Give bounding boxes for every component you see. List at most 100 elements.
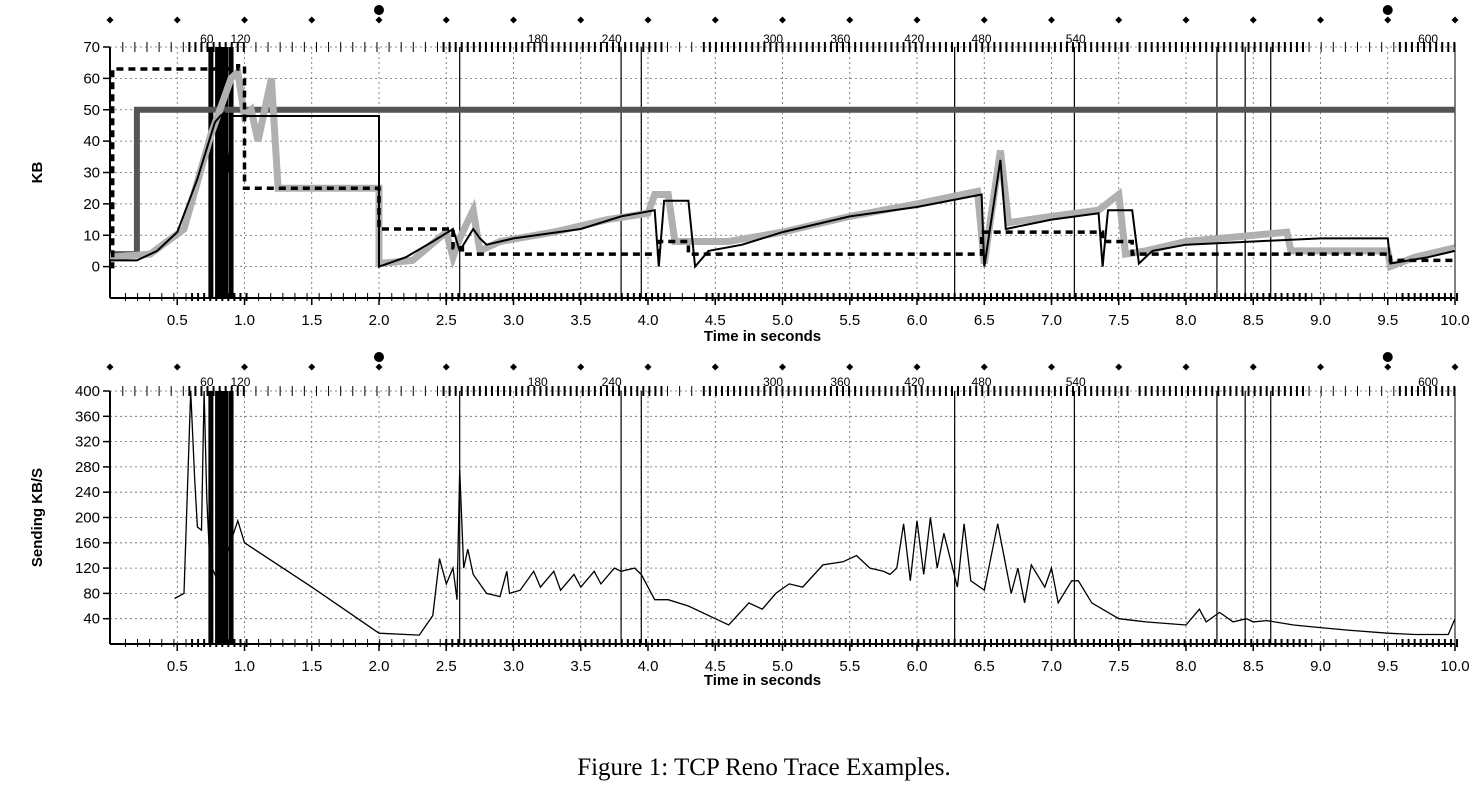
y-tick-label: 60 [83, 70, 100, 87]
y-axis-title: Sending KB/S [29, 468, 46, 567]
timeout-marker [374, 5, 384, 15]
x-tick-label: 3.5 [570, 658, 591, 675]
timer-diamond [644, 16, 652, 24]
y-tick-label: 50 [83, 102, 100, 119]
x-tick-label: 8.5 [1243, 312, 1264, 329]
timer-diamond [1115, 16, 1123, 24]
y-tick-label: 30 [83, 165, 100, 182]
sequence-label: 480 [972, 32, 992, 46]
timer-diamond [173, 16, 181, 24]
y-tick-label: 120 [75, 560, 100, 577]
sequence-label: 360 [830, 32, 850, 46]
sequence-label: 600 [1418, 32, 1438, 46]
x-tick-label: 5.5 [839, 312, 860, 329]
y-axis-title: KB [29, 162, 46, 184]
x-tick-label: 4.0 [638, 312, 659, 329]
x-tick-label: 1.0 [234, 658, 255, 675]
sequence-label: 240 [602, 375, 622, 389]
sequence-label: 600 [1418, 375, 1438, 389]
x-tick-label: 8.0 [1176, 312, 1197, 329]
x-tick-label: 8.0 [1176, 658, 1197, 675]
x-tick-label: 6.0 [907, 658, 928, 675]
series-group [110, 64, 1455, 272]
timer-diamond [577, 16, 585, 24]
x-tick-label: 5.0 [772, 312, 793, 329]
x-tick-label: 2.5 [436, 658, 457, 675]
timer-diamond [846, 363, 854, 371]
timer-diamond [106, 363, 114, 371]
timer-diamond [241, 363, 248, 371]
loss-lines [208, 391, 1272, 644]
x-tick-label: 3.0 [503, 312, 524, 329]
x-tick-label: 0.5 [167, 312, 188, 329]
timer-diamond [779, 16, 786, 24]
x-axis-title: Time in seconds [704, 328, 821, 345]
series-group [174, 390, 1455, 636]
x-tick-label: 4.5 [705, 658, 726, 675]
timer-diamond [1384, 363, 1392, 371]
y-tick-label: 0 [92, 259, 100, 276]
x-tick-label: 6.5 [974, 312, 995, 329]
x-tick-label: 9.0 [1310, 312, 1331, 329]
timer-diamond [375, 16, 383, 24]
y-tick-label: 80 [83, 585, 100, 602]
timer-diamond [1249, 16, 1257, 24]
sequence-label: 60 [200, 375, 214, 389]
x-tick-label: 10.0 [1440, 312, 1469, 329]
timer-diamond [779, 363, 786, 371]
y-tick-label: 280 [75, 459, 100, 476]
sequence-label: 180 [528, 32, 548, 46]
y-tick-label: 70 [83, 39, 100, 56]
x-tick-label: 5.0 [772, 658, 793, 675]
timer-diamond [1317, 363, 1324, 371]
timer-diamond [1115, 363, 1123, 371]
timer-diamond [510, 363, 517, 371]
timeout-marker [1382, 352, 1393, 362]
y-tick-label: 360 [75, 408, 100, 425]
figure-caption: Figure 1: TCP Reno Trace Examples. [577, 754, 951, 781]
timer-diamond [577, 363, 585, 371]
timer-diamond [1249, 363, 1257, 371]
sequence-label: 120 [230, 375, 250, 389]
y-tick-label: 240 [75, 484, 100, 501]
sequence-label: 300 [763, 32, 783, 46]
sequence-label: 300 [763, 375, 783, 389]
x-tick-label: 3.0 [503, 658, 524, 675]
grid [110, 46, 1456, 298]
sequence-label: 540 [1066, 375, 1086, 389]
timer-diamond [913, 16, 921, 24]
timer-diamond [1451, 16, 1459, 24]
series-ssthresh [110, 64, 1455, 269]
timer-diamond [241, 16, 248, 24]
x-tick-label: 4.5 [705, 312, 726, 329]
loss-lines [208, 47, 1272, 298]
x-tick-label: 1.5 [301, 658, 322, 675]
timer-diamond [1182, 363, 1190, 371]
sending-rate-plot: 0.5 1.0 1.5 2.0 2.5 3.0 3.5 4.0 4.5 5.0 5.5 6.0 6.5 7… [29, 352, 1470, 689]
timer-diamond [644, 363, 652, 371]
timer-markers [106, 5, 1459, 24]
y-tick-label: 160 [75, 535, 100, 552]
x-tick-label: 6.5 [974, 658, 995, 675]
series-bytes-in-flight [110, 64, 1455, 272]
timer-diamond [1048, 16, 1055, 24]
y-tick-label: 10 [83, 227, 100, 244]
x-tick-label: 9.5 [1377, 312, 1398, 329]
x-tick-label: 2.0 [369, 658, 390, 675]
x-tick-label: 7.0 [1041, 658, 1062, 675]
series-cwnd [110, 110, 1455, 270]
x-tick-label: 8.5 [1243, 658, 1264, 675]
x-tick-label: 1.0 [234, 312, 255, 329]
timer-diamond [173, 363, 181, 371]
timeout-marker [374, 352, 384, 362]
timer-markers [106, 352, 1459, 371]
x-tick-label: 2.5 [436, 312, 457, 329]
sequence-label: 360 [830, 375, 850, 389]
x-tick-label: 3.5 [570, 312, 591, 329]
x-tick-label: 6.0 [907, 312, 928, 329]
sequence-label: 420 [904, 32, 924, 46]
timer-diamond [846, 16, 854, 24]
y-tick-label: 40 [83, 611, 100, 628]
series-rate [174, 390, 1455, 636]
timer-diamond [375, 363, 383, 371]
